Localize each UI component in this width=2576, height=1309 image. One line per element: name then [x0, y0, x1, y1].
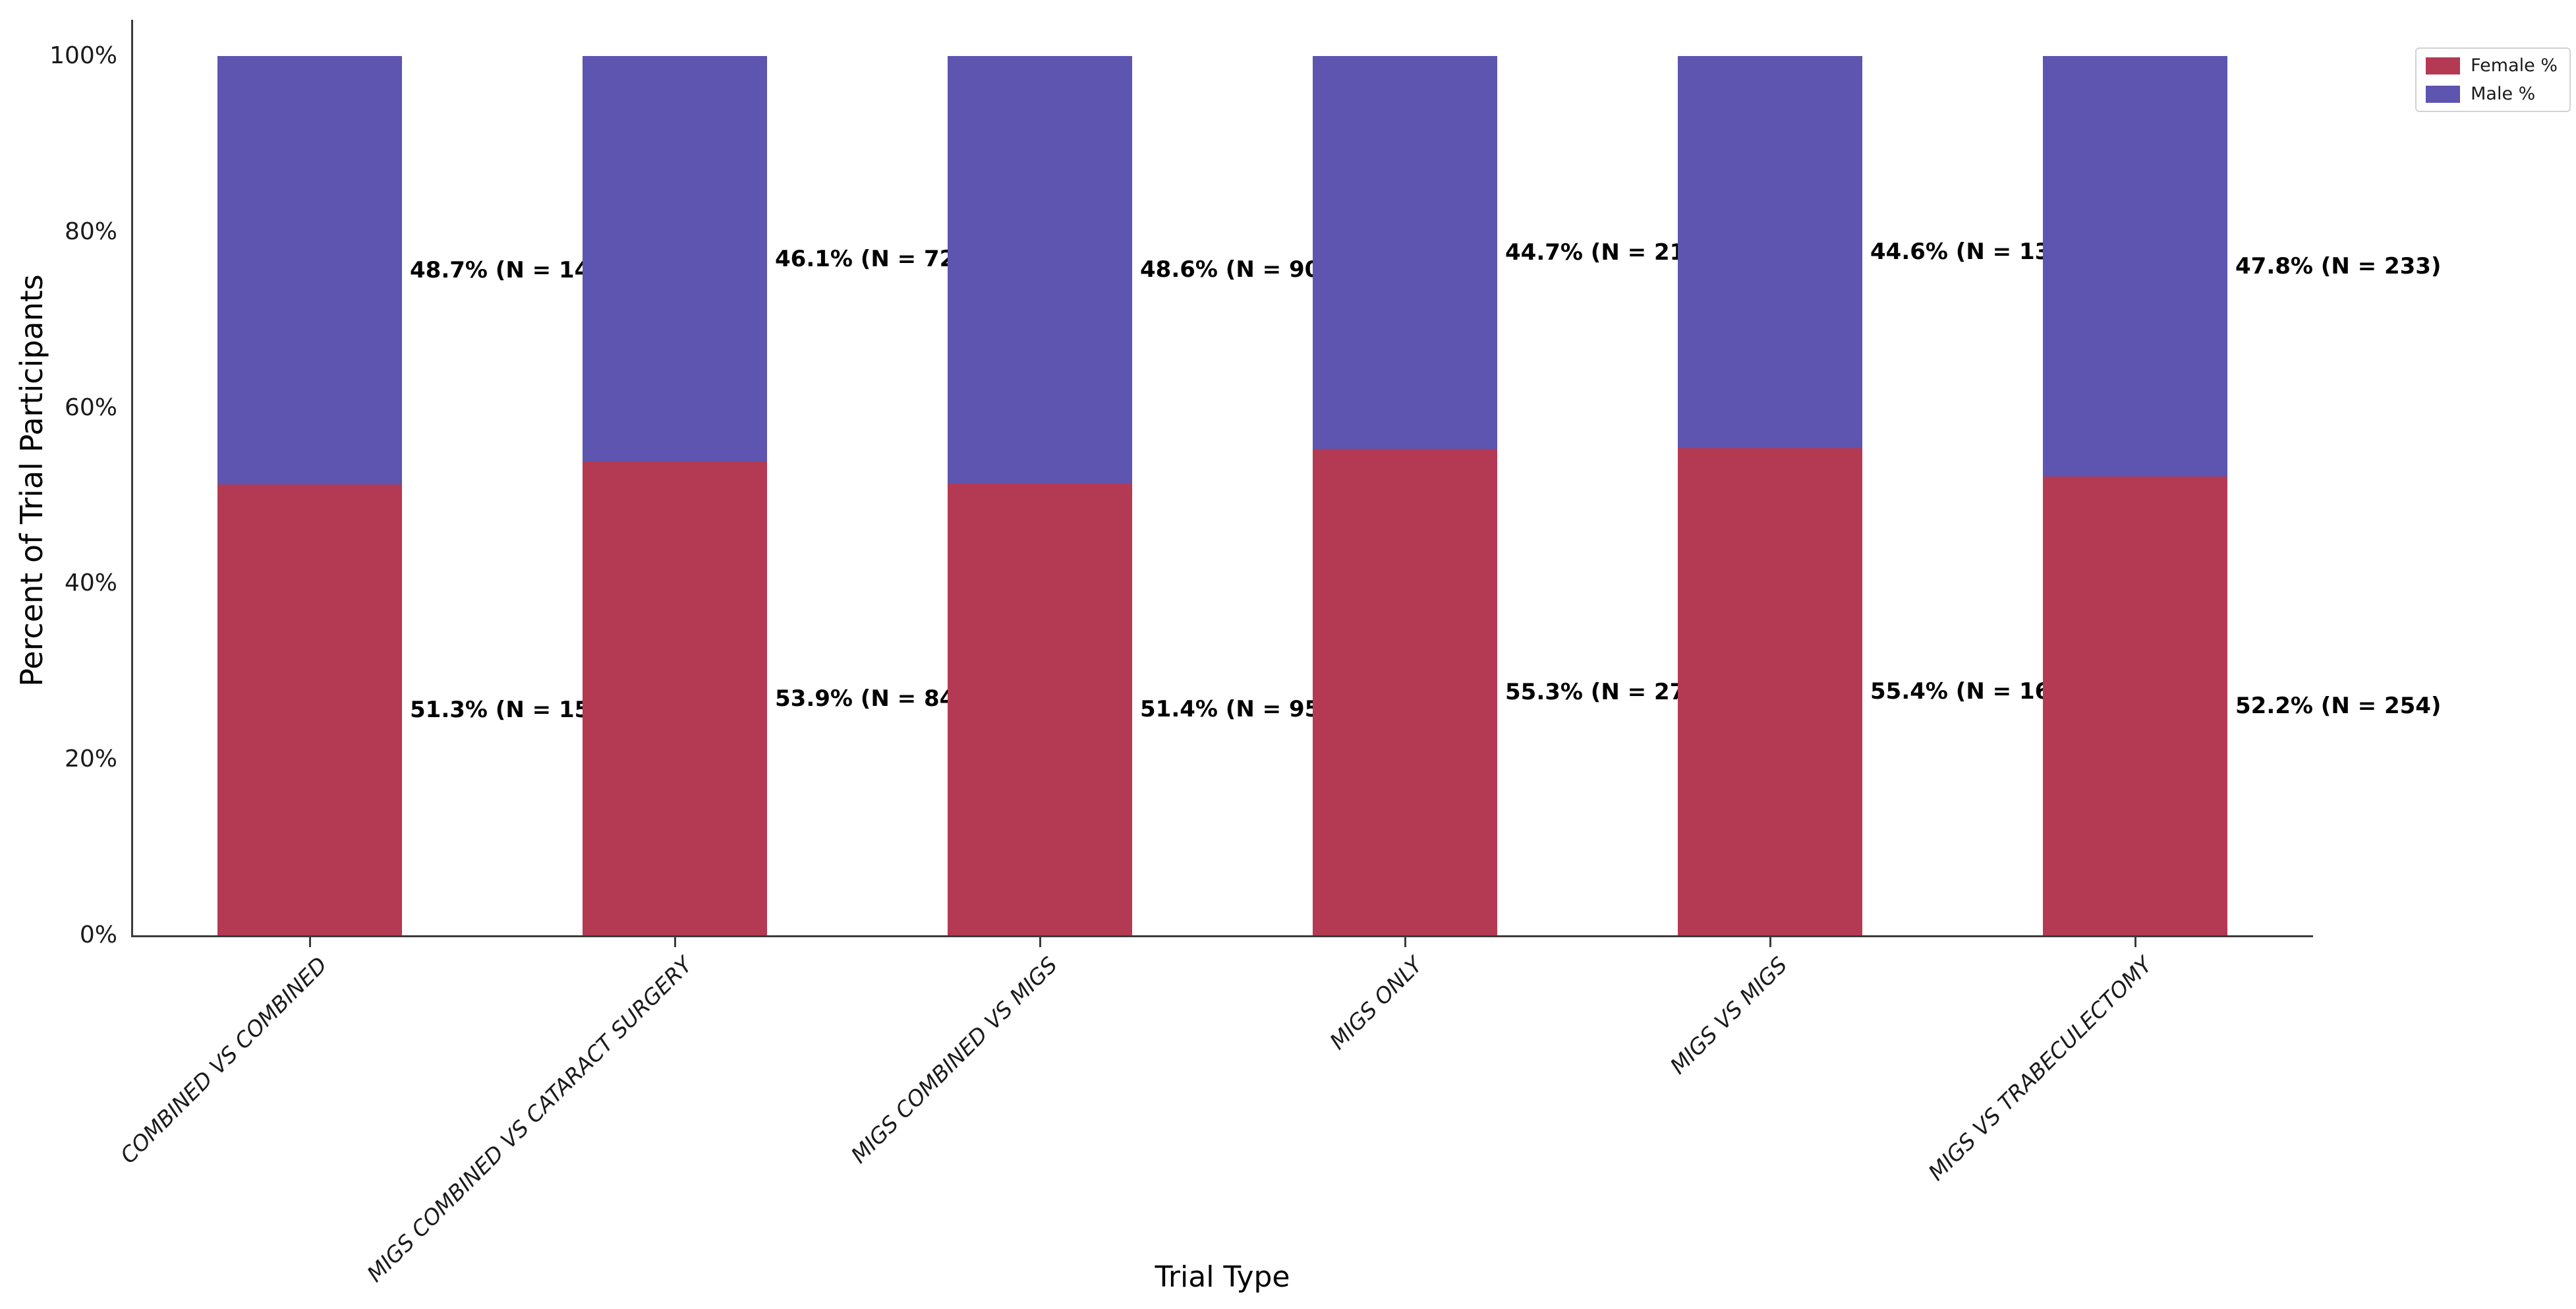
annotation-male: 46.1% (N = 724) — [775, 245, 981, 272]
bar-segment-male — [583, 56, 767, 461]
x-tick-mark — [1769, 937, 1771, 947]
bar-segment-female — [583, 461, 767, 935]
legend-label: Male % — [2471, 84, 2536, 104]
x-tick-mark — [1039, 937, 1041, 947]
legend-label: Female % — [2471, 55, 2558, 76]
y-tick-label: 80% — [64, 218, 117, 245]
bar-segment-female — [948, 483, 1132, 935]
x-tick-label: MIGS VS MIGS — [1665, 952, 1792, 1080]
bar-segment-male — [2043, 56, 2227, 477]
y-axis-title: Percent of Trial Participants — [14, 274, 49, 687]
x-tick-label: MIGS COMBINED VS CATARACT SURGERY — [362, 952, 697, 1287]
legend-swatch-icon — [2426, 85, 2461, 103]
x-tick-label: MIGS VS TRABECULECTOMY — [1923, 952, 2158, 1186]
bar-segment-male — [948, 56, 1132, 484]
annotation-female: 51.4% (N = 95) — [1140, 696, 1331, 723]
annotation-male: 44.6% (N = 131) — [1870, 239, 2076, 266]
x-tick-label: COMBINED VS COMBINED — [115, 952, 332, 1169]
x-tick-label: MIGS ONLY — [1324, 952, 1427, 1055]
annotation-female: 55.3% (N = 270) — [1505, 679, 1711, 706]
annotation-male: 47.8% (N = 233) — [2235, 252, 2442, 279]
annotation-female: 55.4% (N = 163) — [1870, 678, 2076, 705]
bar-segment-female — [217, 484, 402, 935]
x-tick-mark — [309, 937, 311, 947]
y-tick-label: 20% — [64, 745, 117, 773]
y-tick-label: 60% — [64, 393, 117, 421]
bar-segment-female — [1678, 448, 1862, 935]
annotation-female: 52.2% (N = 254) — [2235, 692, 2442, 719]
x-tick-mark — [1404, 937, 1406, 947]
x-axis-line — [131, 935, 2313, 937]
y-axis-line — [131, 20, 133, 937]
annotation-male: 48.6% (N = 90) — [1140, 256, 1331, 283]
x-tick-mark — [674, 937, 676, 947]
legend: Female % Male % — [2415, 47, 2571, 112]
legend-item: Male % — [2426, 84, 2558, 104]
bar-segment-male — [1678, 56, 1862, 448]
x-tick-mark — [2134, 937, 2136, 947]
y-tick-label: 40% — [64, 569, 117, 597]
bar-segment-female — [2043, 476, 2227, 935]
annotation-female: 53.9% (N = 846) — [775, 685, 981, 712]
bar-segment-male — [1313, 56, 1497, 450]
plot-area: 51.3% (N = 157) 48.7% (N = 149) 53.9% (N =… — [132, 56, 2441, 935]
y-tick-label: 0% — [79, 921, 117, 948]
bar-segment-female — [1313, 449, 1497, 935]
x-tick-label: MIGS COMBINED VS MIGS — [845, 952, 1062, 1169]
bar-segment-male — [217, 56, 402, 484]
x-axis-title: Trial Type — [1155, 1260, 1290, 1294]
y-tick-label: 100% — [49, 42, 117, 69]
annotation-male: 48.7% (N = 149) — [410, 256, 616, 283]
annotation-male: 44.7% (N = 218) — [1505, 239, 1711, 266]
legend-item: Female % — [2426, 55, 2558, 76]
legend-swatch-icon — [2426, 57, 2461, 74]
annotation-female: 51.3% (N = 157) — [410, 696, 616, 723]
